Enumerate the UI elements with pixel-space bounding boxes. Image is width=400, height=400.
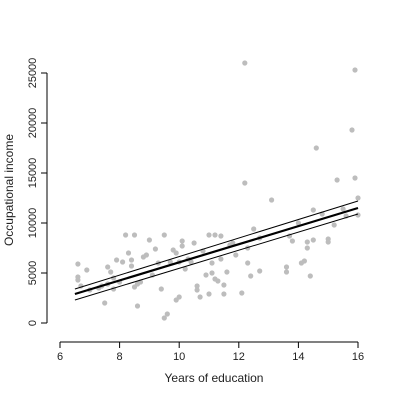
data-point [123,232,129,238]
data-point [84,267,90,273]
y-axis: 0 5000 10000 15000 20000 25000 [27,58,48,326]
data-point [233,252,239,258]
data-point [125,250,132,256]
data-point [161,315,167,321]
data-point [283,269,290,275]
data-point [355,212,361,218]
data-point [209,260,215,266]
data-point [352,67,358,73]
data-point [152,246,158,252]
data-point [102,300,108,306]
plot-area [74,60,361,321]
data-point [355,195,361,201]
data-point [218,233,224,239]
data-point [340,206,346,212]
data-point [105,264,111,270]
data-point [179,243,185,249]
data-point [114,257,120,263]
confidence-lower-line [74,213,359,301]
data-point [283,264,290,270]
data-point [349,127,355,133]
data-point [212,232,218,238]
data-point [131,232,138,238]
data-point [310,207,316,213]
x-tick-label: 8 [117,351,123,363]
x-tick-label: 14 [292,351,304,363]
x-tick-label: 12 [233,351,245,363]
y-tick-label: 25000 [27,58,39,89]
data-point [134,303,141,309]
data-point [173,250,179,256]
data-point [206,291,212,297]
data-point [239,290,245,296]
data-point [352,175,358,181]
data-point [248,273,254,279]
data-point [310,237,316,243]
data-point [167,259,173,265]
data-point [75,261,81,267]
data-point [176,294,182,300]
data-point [221,291,227,297]
data-point [161,232,167,238]
data-point [179,238,185,244]
data-point [230,240,236,246]
data-point [334,177,340,183]
data-point [215,278,221,284]
data-point [197,294,203,300]
data-point [143,252,149,258]
data-point [221,282,227,288]
data-point [242,180,248,186]
y-axis-title: Occupational income [2,134,16,246]
data-point [224,269,230,275]
data-point [206,232,212,238]
y-tick-label: 15000 [27,158,39,189]
data-point [194,283,200,289]
data-point [158,286,164,292]
data-point [307,273,313,279]
data-point [203,272,209,278]
confidence-upper-line [74,200,359,290]
y-tick-label: 20000 [27,108,39,139]
x-axis: 6 8 10 12 14 16 [57,341,364,363]
data-point [242,60,248,66]
data-point [146,237,152,243]
x-tick-label: 6 [57,351,63,363]
data-point [218,256,224,262]
data-point [209,270,215,276]
data-point [108,269,114,275]
data-point [257,268,263,274]
x-axis-title: Years of education [165,371,264,385]
data-point [128,263,135,269]
data-point [245,260,251,266]
regression-line [74,206,359,296]
data-point [289,238,295,244]
data-point [304,245,310,251]
data-point [331,222,337,228]
data-point [325,236,331,242]
data-point [251,226,257,232]
data-point [194,287,200,293]
data-point [188,259,194,265]
y-tick-label: 5000 [27,261,39,285]
x-tick-label: 16 [352,351,364,363]
y-tick-label: 0 [27,320,39,326]
data-point [313,145,319,151]
data-point [191,240,197,246]
x-tick-label: 10 [173,351,185,363]
data-point [304,239,310,245]
data-point [120,259,126,265]
data-point [269,197,275,203]
data-point [182,266,188,272]
y-tick-label: 10000 [27,208,39,239]
data-point [75,277,81,283]
data-point [128,257,135,263]
data-point [295,220,301,226]
data-point [301,258,307,264]
data-point [164,311,170,317]
